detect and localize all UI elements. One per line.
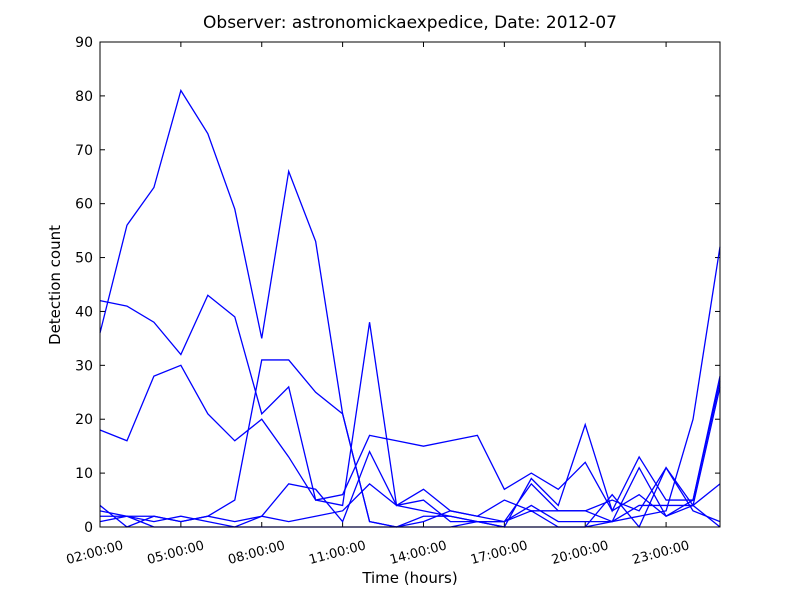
plot-frame bbox=[99, 41, 721, 528]
series-line bbox=[100, 386, 721, 523]
y-tick-label: 10 bbox=[75, 466, 93, 482]
series-line bbox=[99, 466, 721, 528]
y-tick-label: 30 bbox=[75, 358, 93, 374]
y-tick-label: 90 bbox=[75, 35, 93, 51]
y-tick-label: 60 bbox=[75, 197, 93, 213]
series-line bbox=[99, 294, 721, 518]
y-tick-label: 80 bbox=[75, 89, 93, 105]
y-axis-label: Detection count bbox=[46, 225, 64, 345]
chart-title: Observer: astronomickaexpedice, Date: 20… bbox=[203, 13, 617, 33]
y-tick-label: 20 bbox=[75, 412, 93, 428]
x-axis-label: Time (hours) bbox=[361, 569, 457, 587]
y-tick-label: 40 bbox=[75, 304, 93, 320]
y-tick-label: 50 bbox=[75, 251, 93, 267]
y-tick-label: 0 bbox=[84, 520, 93, 536]
y-tick-label: 70 bbox=[75, 143, 93, 159]
